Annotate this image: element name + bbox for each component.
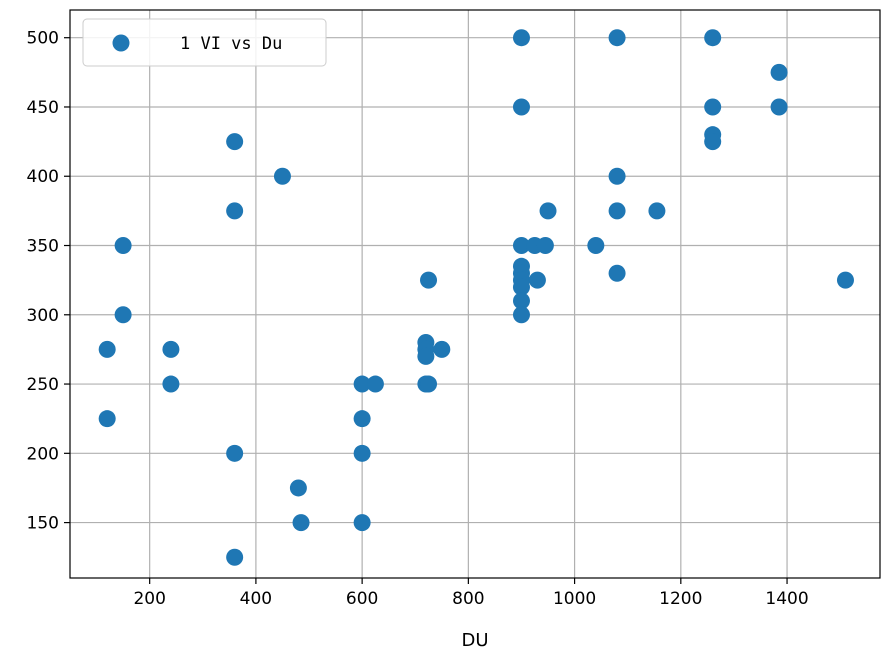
- plot-frame: [69, 9, 881, 579]
- data-point: [587, 237, 605, 255]
- data-point: [226, 202, 244, 220]
- data-point: [704, 98, 722, 116]
- data-point: [353, 514, 371, 532]
- data-point: [289, 479, 307, 497]
- data-point: [114, 237, 132, 255]
- data-point: [512, 306, 530, 324]
- x-tick-label: 1000: [553, 589, 596, 609]
- y-tick-label: 250: [27, 375, 59, 395]
- data-point: [417, 347, 435, 365]
- data-point: [420, 271, 438, 289]
- data-point: [512, 98, 530, 116]
- y-tick-label: 450: [27, 98, 59, 118]
- data-point: [353, 444, 371, 462]
- data-point: [836, 271, 854, 289]
- data-point: [114, 306, 132, 324]
- data-points: [98, 29, 854, 566]
- data-point: [536, 237, 554, 255]
- data-point: [608, 167, 626, 185]
- grid-lines: [70, 10, 880, 578]
- x-tick-label: 200: [133, 589, 165, 609]
- y-tick-label: 400: [27, 167, 59, 187]
- x-tick-label: 600: [346, 589, 378, 609]
- data-point: [420, 375, 438, 393]
- data-point: [98, 340, 116, 358]
- data-point: [353, 410, 371, 428]
- y-tick-label: 200: [27, 444, 59, 464]
- data-point: [273, 167, 291, 185]
- x-tick-label: 1200: [659, 589, 702, 609]
- y-tick-label: 300: [27, 306, 59, 326]
- x-tick-label: 400: [240, 589, 272, 609]
- data-point: [353, 375, 371, 393]
- data-point: [292, 514, 310, 532]
- data-point: [770, 63, 788, 81]
- data-point: [512, 278, 530, 296]
- y-tick-label: 500: [27, 29, 59, 49]
- data-point: [704, 29, 722, 47]
- data-point: [608, 29, 626, 47]
- data-point: [226, 133, 244, 151]
- data-point: [98, 410, 116, 428]
- data-point: [512, 29, 530, 47]
- data-point: [512, 237, 530, 255]
- data-point: [704, 133, 722, 151]
- axis-ticks: 200 400 600 800 1000 1200 1400 150 200 250 300 350 4…: [27, 29, 809, 609]
- legend-marker: [112, 34, 130, 52]
- data-point: [648, 202, 666, 220]
- data-point: [226, 444, 244, 462]
- data-point: [162, 375, 180, 393]
- x-axis-title: DU: [461, 630, 488, 651]
- x-tick-label: 800: [452, 589, 484, 609]
- x-tick-label: 1400: [765, 589, 808, 609]
- data-point: [162, 340, 180, 358]
- data-point: [433, 340, 451, 358]
- legend: 1 VI vs Du: [82, 18, 327, 67]
- data-point: [528, 271, 546, 289]
- legend-label: 1 VI vs Du: [180, 34, 282, 54]
- data-point: [226, 548, 244, 566]
- y-tick-label: 350: [27, 237, 59, 257]
- data-point: [366, 375, 384, 393]
- data-point: [512, 292, 530, 310]
- y-tick-label: 150: [27, 514, 59, 534]
- data-point: [608, 264, 626, 282]
- data-point: [539, 202, 557, 220]
- legend-box: [82, 18, 327, 67]
- data-point: [770, 98, 788, 116]
- data-point: [608, 202, 626, 220]
